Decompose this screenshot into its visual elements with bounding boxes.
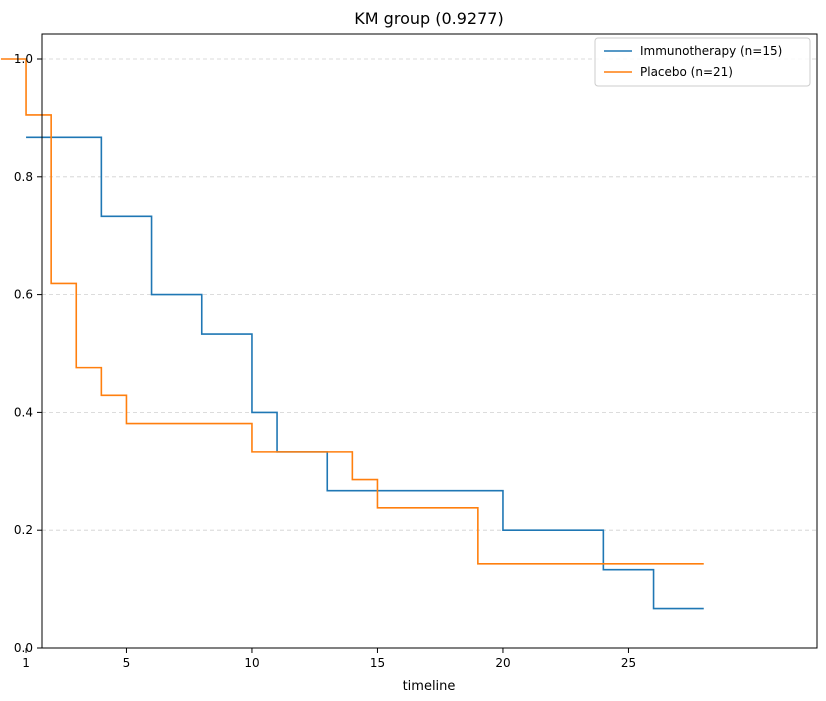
x-axis-ticks: 1 5 10 15 20 25 (22, 648, 636, 670)
y-tick-label-5: 1.0 (14, 52, 33, 66)
y-tick-label-1: 0.2 (14, 523, 33, 537)
chart-title: KM group (0.9277) (354, 9, 503, 28)
x-tick-label-2: 10 (244, 656, 259, 670)
series-line-1 (0, 58, 704, 565)
x-tick-label-3: 15 (370, 656, 385, 670)
plot-frame (41, 33, 818, 649)
x-tick-label-0: 1 (22, 656, 30, 670)
y-axis-ticks: 0.0 0.2 0.4 0.6 0.8 1.0 (14, 52, 42, 655)
legend-box (594, 37, 811, 87)
y-tick-label-2: 0.4 (14, 405, 33, 419)
y-tick-label-4: 0.8 (14, 170, 33, 184)
legend-label-0: Immunotherapy (n=15) (640, 44, 782, 58)
legend-label-1: Placebo (n=21) (640, 65, 733, 79)
x-tick-label-5: 25 (621, 656, 636, 670)
x-axis-label: timeline (403, 679, 456, 694)
y-tick-label-3: 0.6 (14, 288, 33, 302)
series-layer (0, 58, 704, 610)
x-tick-label-4: 20 (495, 656, 510, 670)
legend: Immunotherapy (n=15) Placebo (n=21) (594, 37, 811, 87)
x-tick-label-1: 5 (123, 656, 131, 670)
y-tick-label-0: 0.0 (14, 641, 33, 655)
series-line-0 (26, 136, 704, 610)
